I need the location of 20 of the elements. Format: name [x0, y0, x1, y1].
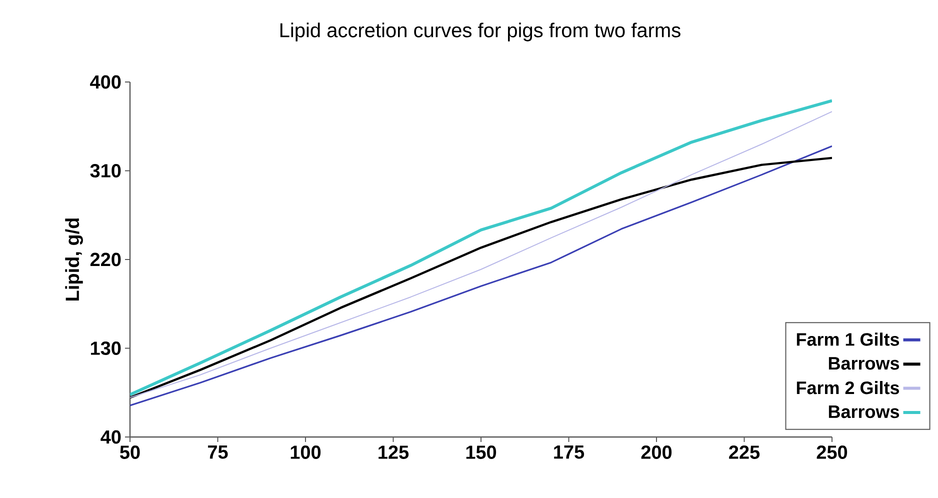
x-tick-label: 150 — [466, 446, 496, 459]
y-tick-label: 400 — [90, 75, 121, 89]
legend-label: Barrows — [828, 406, 900, 418]
x-tick-label: 200 — [641, 446, 672, 459]
y-tick-label: 220 — [90, 252, 121, 266]
legend-label: Farm 1 Gilts — [796, 332, 900, 346]
x-tick-label: 175 — [554, 446, 584, 459]
x-tick-label: 50 — [120, 446, 140, 459]
x-tick-label: 225 — [729, 446, 760, 459]
x-tick-label: 250 — [816, 446, 848, 459]
x-tick-label: 125 — [378, 446, 409, 459]
y-tick-label: 310 — [90, 164, 121, 178]
legend-label: Barrows — [828, 357, 900, 370]
legend-label: Farm 2 Gilts — [796, 381, 900, 394]
x-tick-label: 75 — [208, 446, 228, 459]
x-tick-label: 100 — [290, 446, 321, 459]
chart-title: Lipid accretion curves for pigs from two farms — [280, 22, 680, 42]
y-tick-label: 130 — [90, 342, 121, 355]
y-tick-label: 40 — [100, 430, 121, 444]
y-axis-title: Lipid, g/d — [65, 218, 83, 300]
